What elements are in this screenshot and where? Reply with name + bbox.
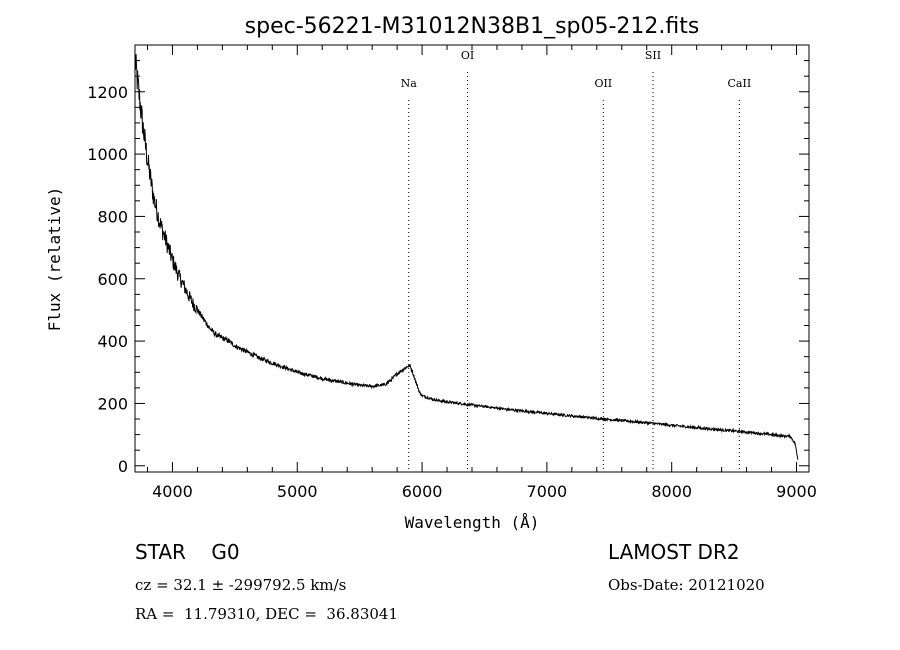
y-tick-label: 600 xyxy=(97,270,128,289)
plot-frame xyxy=(134,44,810,473)
y-tick-label: 0 xyxy=(118,457,128,476)
x-tick-label: 9000 xyxy=(776,482,817,501)
emission-line-markers: Na OI OII SII CaII xyxy=(401,49,752,472)
chart-title: spec-56221-M31012N38B1_sp05-212.fits xyxy=(245,14,700,39)
y-tick-label: 1200 xyxy=(87,83,128,102)
x-axis: 4000 5000 6000 7000 8000 9000 xyxy=(146,45,817,501)
y-tick-label: 400 xyxy=(97,332,128,351)
x-tick-label: 7000 xyxy=(527,482,568,501)
line-label-na: Na xyxy=(401,77,418,90)
x-tick-label: 8000 xyxy=(651,482,692,501)
y-axis: 0 200 400 600 800 1000 1200 xyxy=(87,60,809,476)
spectrum-line xyxy=(134,54,799,460)
line-label-sii: SII xyxy=(645,49,661,62)
x-axis-label: Wavelength (Å) xyxy=(405,513,540,532)
y-tick-label: 800 xyxy=(97,207,128,226)
y-axis-label: Flux (relative) xyxy=(45,187,64,332)
redshift-cz: cz = 32.1 ± -299792.5 km/s xyxy=(135,576,347,594)
y-tick-label: 200 xyxy=(97,394,128,413)
x-tick-label: 4000 xyxy=(152,482,193,501)
x-tick-label: 5000 xyxy=(277,482,318,501)
line-label-oii: OII xyxy=(594,77,612,90)
line-label-oi: OI xyxy=(461,49,474,62)
survey-name: LAMOST DR2 xyxy=(608,540,740,564)
ra-dec-coordinates: RA = 11.79310, DEC = 36.83041 xyxy=(135,605,399,623)
y-tick-label: 1000 xyxy=(87,145,128,164)
object-class: STAR G0 xyxy=(135,540,240,564)
observation-date: Obs-Date: 20121020 xyxy=(608,576,765,594)
x-tick-label: 6000 xyxy=(402,482,443,501)
line-label-caii: CaII xyxy=(728,77,752,90)
